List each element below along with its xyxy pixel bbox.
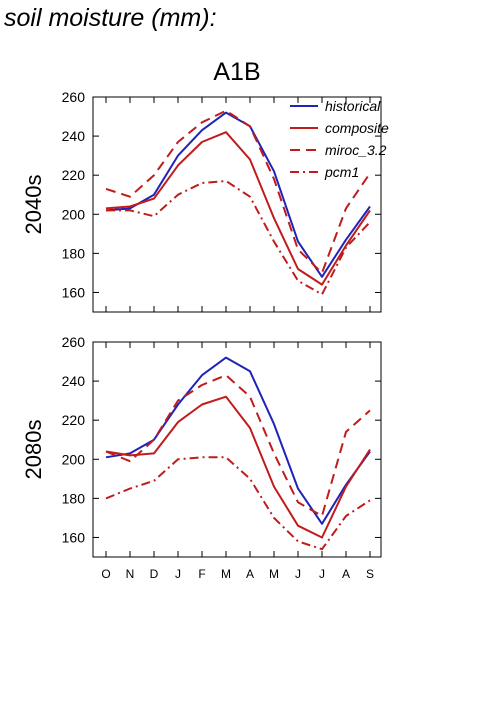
series-line-composite-panel-2 <box>105 395 371 539</box>
x-tick-label: J <box>319 567 325 581</box>
chart-title: A1B <box>213 58 260 86</box>
series-line-pcm1-panel-2 <box>105 456 371 551</box>
series-line-historical-panel-2 <box>105 356 371 525</box>
legend-label: miroc_3.2 <box>325 142 387 158</box>
y-tick-label: 220 <box>62 412 86 428</box>
y-tick-label: 180 <box>62 245 86 261</box>
y-tick-label: 220 <box>62 167 86 183</box>
y-tick-label: 260 <box>62 89 86 105</box>
plot-frame-1 <box>92 96 382 313</box>
x-tick-label: A <box>342 567 350 581</box>
legend-label: pcm1 <box>324 164 359 180</box>
y-tick-label: 260 <box>62 334 86 350</box>
x-tick-label: A <box>246 567 254 581</box>
series-line-miroc-3-2-panel-2 <box>105 374 371 517</box>
page-title: soil moisture (mm): <box>4 4 217 32</box>
y-tick-label: 240 <box>62 373 86 389</box>
x-tick-label: D <box>150 567 159 581</box>
series-line-miroc-3-2-panel-1 <box>105 109 371 274</box>
y-tick-label: 180 <box>62 490 86 506</box>
x-tick-label: F <box>198 567 205 581</box>
panel-ylabel-1: 2040s <box>21 175 46 235</box>
x-tick-label: O <box>101 567 110 581</box>
y-tick-label: 240 <box>62 128 86 144</box>
x-tick-label: J <box>175 567 181 581</box>
y-tick-label: 160 <box>62 529 86 545</box>
y-tick-label: 200 <box>62 451 86 467</box>
panel-ylabel-2: 2080s <box>21 420 46 480</box>
legend-label: historical <box>325 98 381 114</box>
y-tick-label: 160 <box>62 284 86 300</box>
series-line-composite-panel-1 <box>105 131 371 286</box>
x-tick-label: N <box>126 567 135 581</box>
x-tick-label: J <box>295 567 301 581</box>
series-line-pcm1-panel-1 <box>106 180 371 296</box>
x-tick-label: M <box>221 567 231 581</box>
x-tick-label: S <box>366 567 374 581</box>
legend-label: composite <box>325 120 389 136</box>
y-tick-label: 200 <box>62 206 86 222</box>
plot-frame-2 <box>92 341 382 558</box>
series-line-historical-panel-1 <box>105 111 371 278</box>
x-tick-label: M <box>269 567 279 581</box>
